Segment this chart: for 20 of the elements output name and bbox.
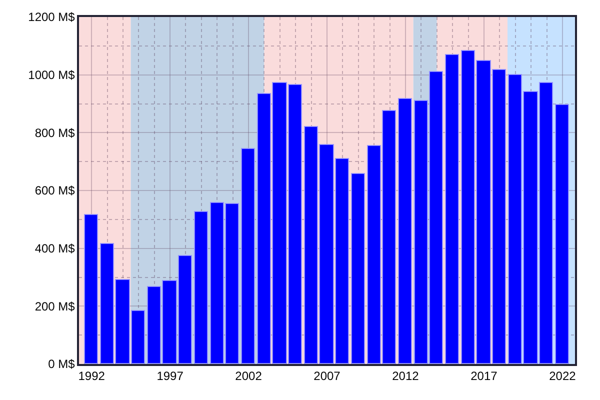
y-tick-label: 1000 M$ [28, 68, 76, 82]
y-tick-label: 200 M$ [34, 299, 76, 314]
x-tick-label: 1992 [78, 369, 106, 384]
y-tick-label: 600 M$ [34, 184, 76, 198]
bar [84, 214, 98, 364]
x-tick-label: 2022 [549, 369, 576, 384]
y-tick-label: 1200 M$ [28, 10, 76, 24]
y-tick-label: 800 M$ [34, 126, 76, 140]
x-tick-label: 1997 [156, 369, 184, 384]
bar [194, 211, 208, 364]
x-tick-label: 2007 [314, 369, 341, 384]
x-tick-label: 2017 [470, 369, 498, 384]
x-tick-label: 2012 [392, 369, 420, 384]
bar [445, 54, 459, 364]
bar [241, 148, 255, 364]
y-tick-label: 0 M$ [48, 357, 76, 372]
y-tick-label: 400 M$ [34, 242, 76, 256]
bar [351, 173, 365, 364]
bar [555, 104, 569, 364]
x-tick-label: 2002 [235, 369, 262, 384]
